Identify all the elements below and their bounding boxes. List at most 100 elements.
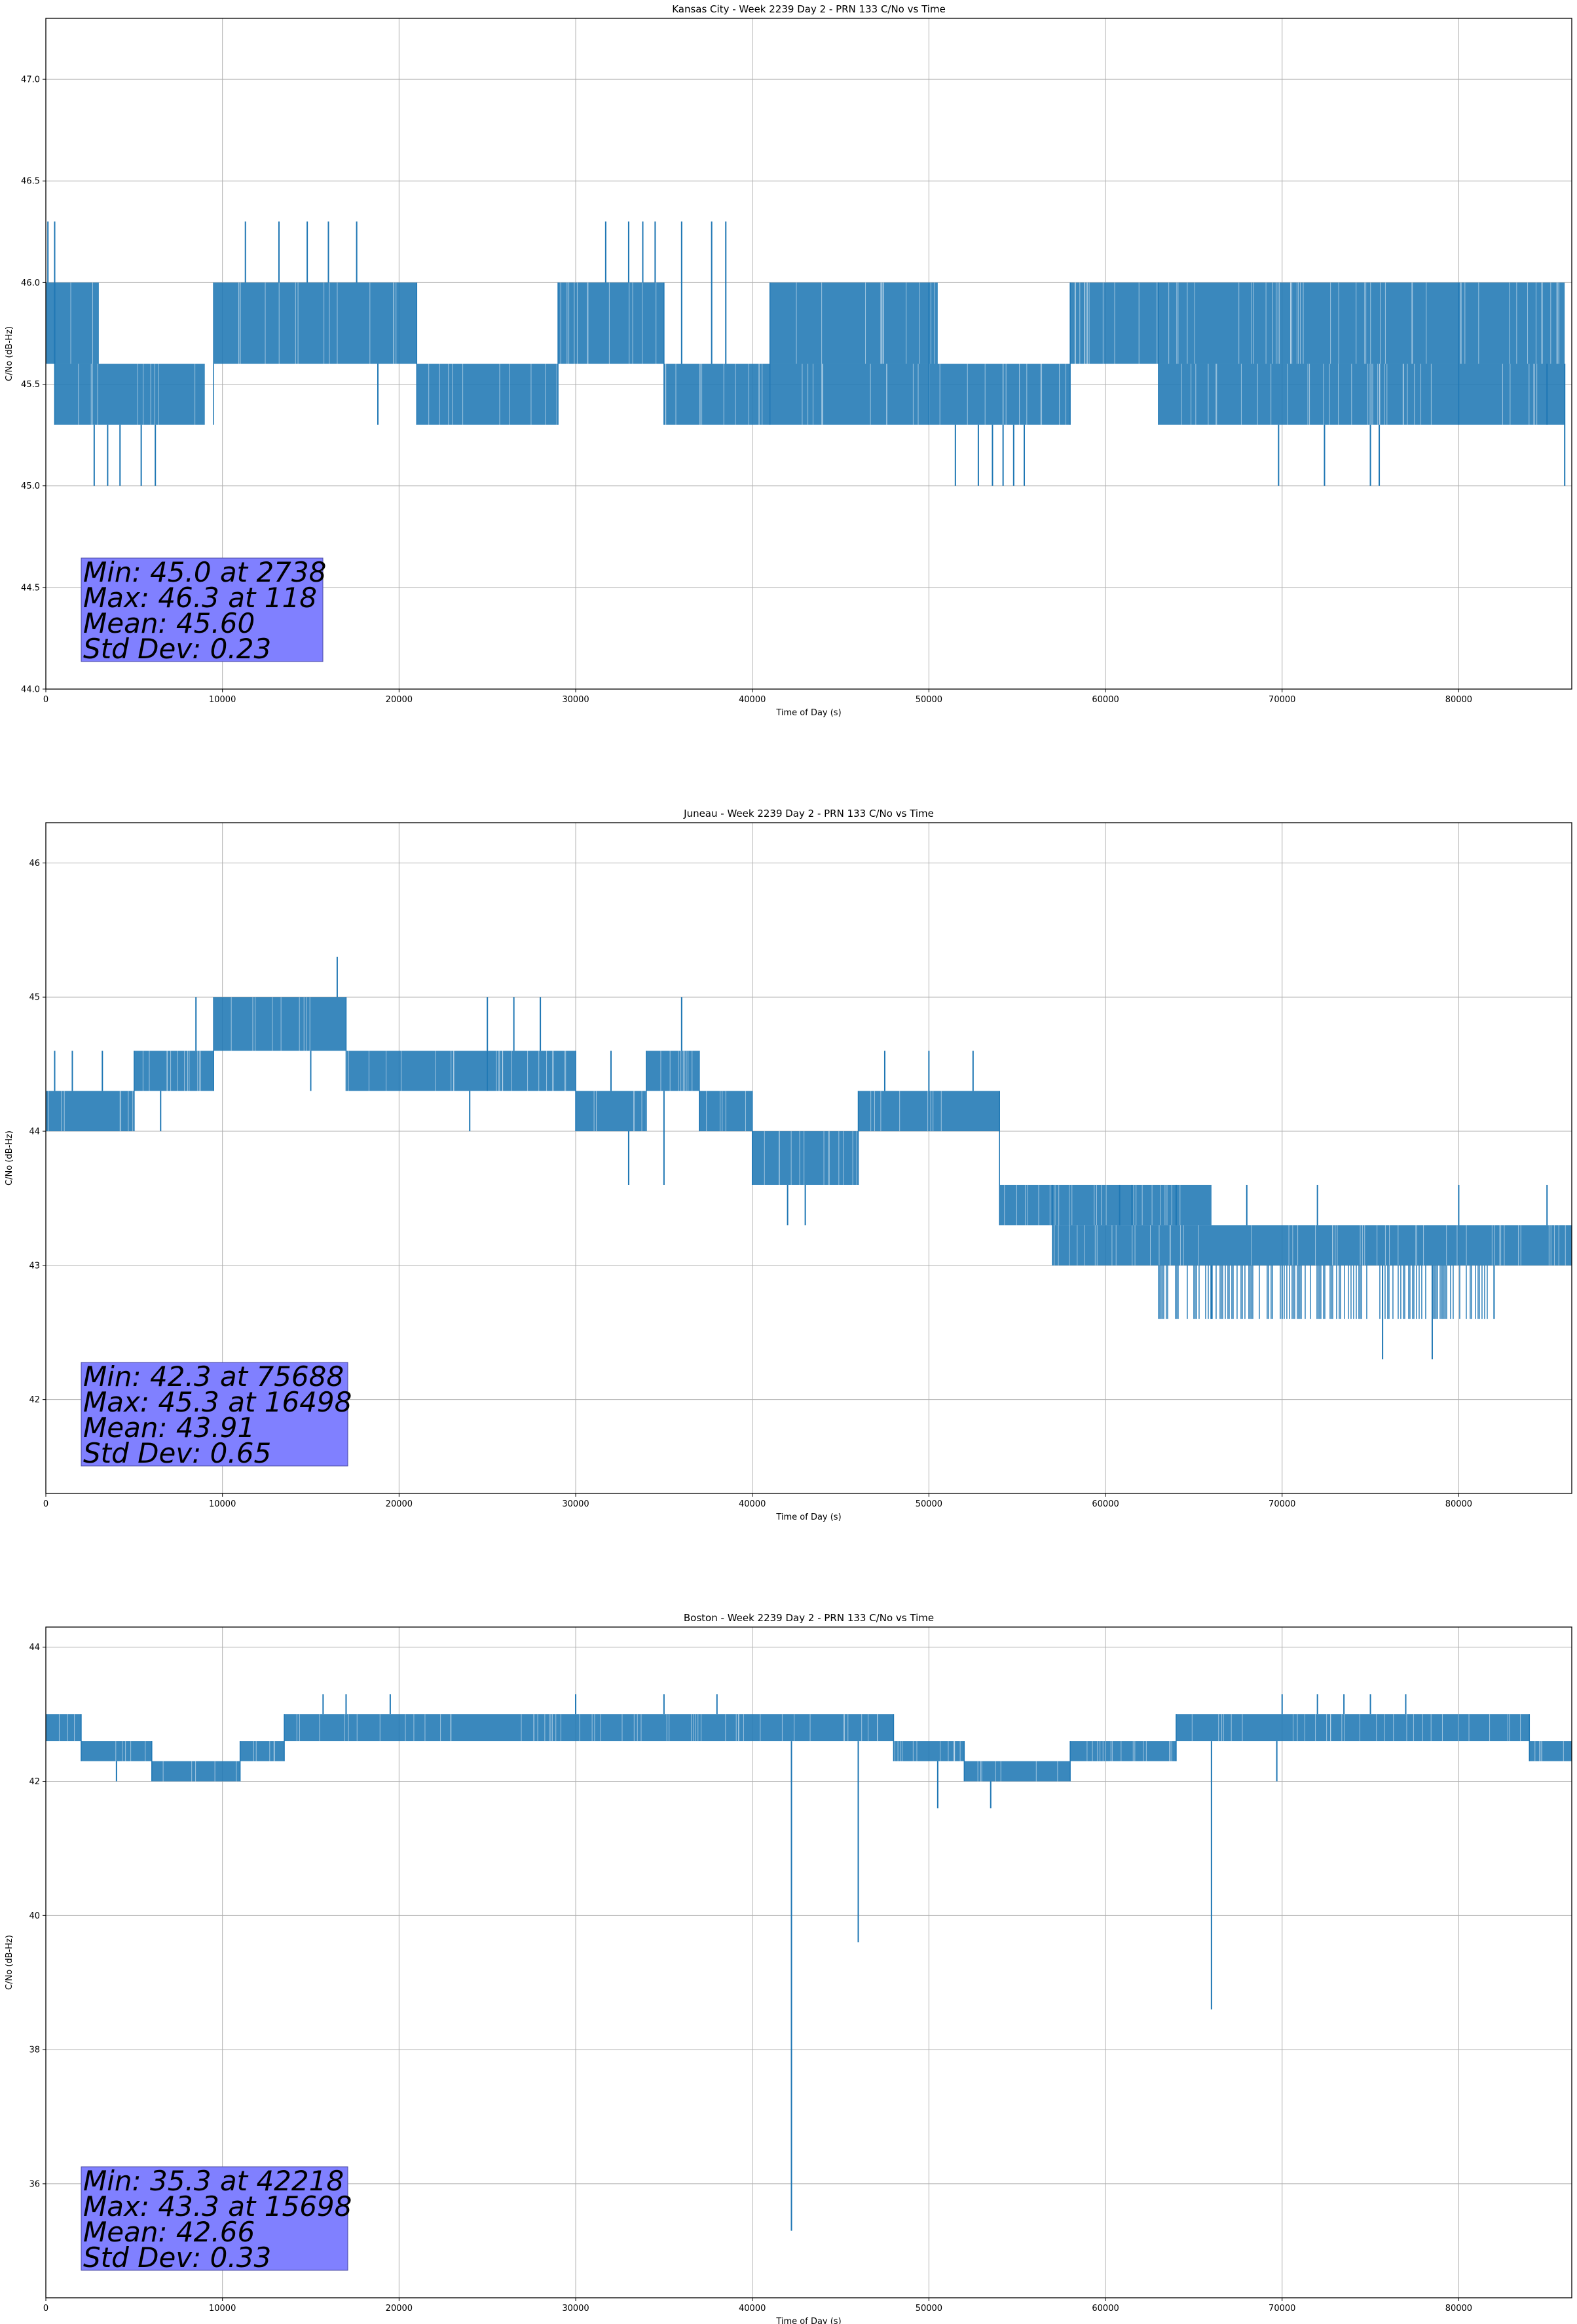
y-tick-label: 46 xyxy=(29,859,40,869)
stats-line: Max: 46.3 at 118 xyxy=(83,582,317,614)
chart-title: Boston - Week 2239 Day 2 - PRN 133 C/No … xyxy=(684,1612,934,1624)
x-tick-label: 60000 xyxy=(1092,2304,1119,2314)
x-tick-label: 80000 xyxy=(1445,2304,1472,2314)
axis-ticks: 0 10000 20000 30000 40000 50000 60000 70000 8000… xyxy=(21,75,1472,705)
y-tick-label: 45 xyxy=(29,993,40,1003)
data-band xyxy=(1070,1741,1176,1761)
data-band xyxy=(346,1051,488,1091)
stats-line: Mean: 43.91 xyxy=(83,1412,255,1444)
data-band xyxy=(558,282,664,364)
y-tick-label: 38 xyxy=(29,2046,40,2055)
plot-frame xyxy=(45,822,1572,1494)
chart-title: Kansas City - Week 2239 Day 2 - PRN 133 … xyxy=(672,3,946,15)
y-tick-label: 36 xyxy=(29,2179,40,2189)
x-tick-label: 70000 xyxy=(1269,2304,1295,2314)
stats-line: Std Dev: 0.33 xyxy=(83,2241,271,2274)
data-band xyxy=(151,1761,240,1782)
data-band xyxy=(134,1051,214,1091)
x-tick-label: 60000 xyxy=(1092,1499,1119,1509)
x-tick-label: 30000 xyxy=(562,1499,589,1509)
data-band xyxy=(1529,1741,1572,1761)
x-tick-label: 50000 xyxy=(916,695,942,705)
x-tick-label: 40000 xyxy=(739,695,766,705)
data-band xyxy=(1052,1225,1572,1265)
x-axis-label: Time of Day (s) xyxy=(775,708,841,718)
data-band xyxy=(1158,364,1565,425)
data-band xyxy=(964,1761,1071,1782)
data-band xyxy=(46,282,99,364)
data-band xyxy=(1458,282,1565,364)
y-axis-label: C/No (dB-Hz) xyxy=(5,1131,14,1186)
stats-line: Max: 43.3 at 15698 xyxy=(83,2190,352,2222)
x-tick-label: 20000 xyxy=(386,1499,413,1509)
data-band xyxy=(46,1091,134,1132)
stats-box xyxy=(81,1362,348,1467)
x-tick-label: 80000 xyxy=(1445,1499,1472,1509)
y-tick-label: 42 xyxy=(29,1777,40,1787)
chart-panel-3: 0 10000 20000 30000 40000 50000 60000 70000 8000… xyxy=(5,1612,1572,2324)
stats-line: Mean: 42.66 xyxy=(83,2216,255,2248)
x-tick-label: 60000 xyxy=(1092,695,1119,705)
y-tick-label: 40 xyxy=(29,1911,40,1921)
grid-lines xyxy=(46,1627,1572,2298)
x-tick-label: 80000 xyxy=(1445,695,1472,705)
data-band xyxy=(417,364,559,425)
x-tick-label: 30000 xyxy=(562,2304,589,2314)
y-axis-label: C/No (dB-Hz) xyxy=(5,1935,14,1990)
stats-line: Min: 45.0 at 2738 xyxy=(83,556,326,588)
data-band xyxy=(46,1714,81,1742)
x-tick-label: 20000 xyxy=(386,2304,413,2314)
axis-ticks: 0 10000 20000 30000 40000 50000 60000 70000 8000… xyxy=(29,1643,1472,2314)
stats-box xyxy=(81,557,324,662)
data-band xyxy=(81,1741,152,1761)
y-axis-label: C/No (dB-Hz) xyxy=(5,326,14,381)
data-series xyxy=(46,221,1566,486)
chart-panel-1: 0 10000 20000 30000 40000 50000 60000 70000 8000… xyxy=(5,3,1572,718)
plot-frame xyxy=(45,18,1572,690)
data-band xyxy=(893,1741,965,1761)
data-band xyxy=(646,1051,699,1091)
x-tick-label: 10000 xyxy=(209,695,236,705)
data-band xyxy=(284,1714,894,1742)
data-band xyxy=(240,1741,285,1761)
data-band xyxy=(213,282,417,364)
data-band xyxy=(576,1091,646,1132)
x-tick-label: 70000 xyxy=(1269,695,1295,705)
x-axis-label: Time of Day (s) xyxy=(775,2317,841,2324)
data-band xyxy=(487,1051,576,1091)
data-band xyxy=(752,1131,859,1185)
stats-line: Std Dev: 0.23 xyxy=(83,633,271,665)
data-series xyxy=(46,1694,1572,2231)
data-band xyxy=(54,364,205,425)
chart-panel-2: 0 10000 20000 30000 40000 50000 60000 70000 8000… xyxy=(5,808,1572,1522)
y-tick-label: 47.0 xyxy=(21,75,40,85)
y-tick-label: 44.5 xyxy=(21,583,40,593)
data-band xyxy=(929,364,1071,425)
x-tick-label: 30000 xyxy=(562,695,589,705)
stats-box xyxy=(81,2166,348,2271)
stats-line: Min: 35.3 at 42218 xyxy=(83,2165,344,2197)
y-tick-label: 44 xyxy=(29,1643,40,1653)
data-band xyxy=(770,282,938,364)
stats-line: Max: 45.3 at 16498 xyxy=(83,1386,352,1418)
y-tick-label: 42 xyxy=(29,1395,40,1405)
data-band xyxy=(213,997,346,1051)
stats-line: Std Dev: 0.65 xyxy=(83,1437,271,1469)
x-tick-label: 50000 xyxy=(916,1499,942,1509)
x-tick-label: 20000 xyxy=(386,695,413,705)
x-tick-label: 40000 xyxy=(739,2304,766,2314)
y-tick-label: 44.0 xyxy=(21,685,40,695)
y-tick-label: 44 xyxy=(29,1127,40,1137)
data-band xyxy=(1176,1714,1530,1742)
stats-line: Mean: 45.60 xyxy=(83,607,255,639)
x-tick-label: 0 xyxy=(43,2304,48,2314)
x-tick-label: 0 xyxy=(43,695,48,705)
y-tick-label: 45.5 xyxy=(21,380,40,390)
chart-title: Juneau - Week 2239 Day 2 - PRN 133 C/No … xyxy=(683,808,934,819)
data-series xyxy=(46,956,1572,1360)
data-band xyxy=(858,1091,1000,1132)
